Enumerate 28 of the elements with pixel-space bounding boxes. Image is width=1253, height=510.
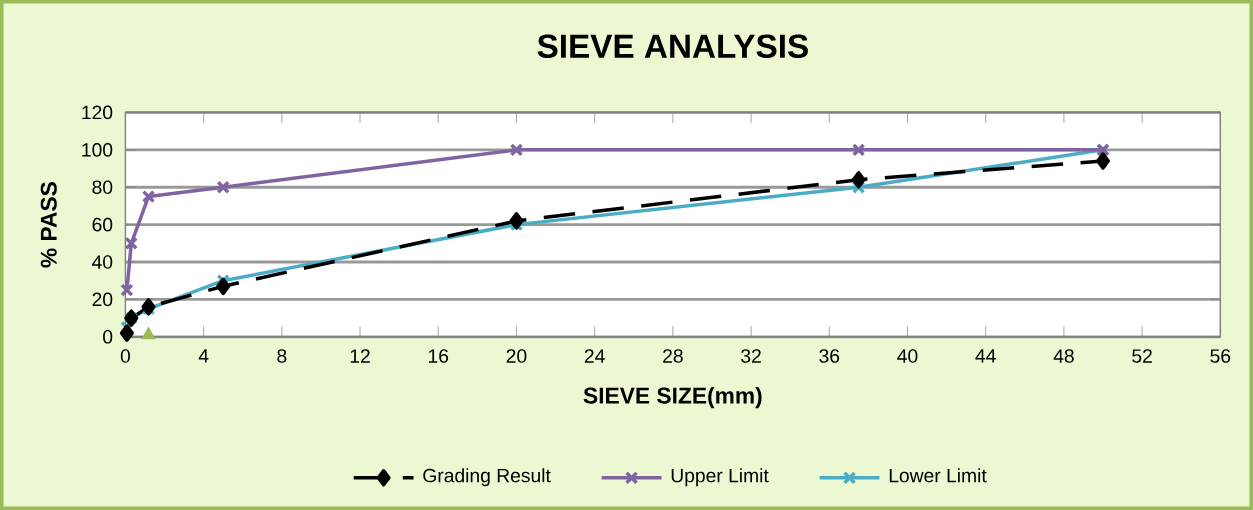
y-tick-label: 20 [92, 292, 113, 307]
x-tick-label: 24 [584, 349, 605, 363]
x-tick-label: 32 [741, 349, 761, 363]
y-tick-label: 40 [92, 255, 113, 269]
x-tick-label: 48 [1053, 349, 1074, 363]
y-tick-label: 60 [92, 217, 113, 232]
y-axis-title: % PASS [40, 182, 57, 268]
y-tick-label: 80 [92, 180, 113, 195]
legend-label: Lower Limit [889, 468, 987, 483]
x-tick-label: 16 [429, 349, 449, 363]
x-tick-label: 44 [975, 349, 996, 363]
legend-label: Grading Result [423, 468, 551, 487]
x-tick-label: 4 [198, 349, 209, 363]
x-tick-label: 28 [663, 349, 683, 363]
legend-label: Upper Limit [671, 468, 769, 487]
x-tick-label: 36 [819, 349, 840, 363]
x-tick-label: 40 [897, 349, 918, 363]
x-tick-label: 0 [120, 349, 131, 363]
x-axis-title: SIEVE SIZE(mm) [583, 386, 762, 409]
y-tick-label: 0 [103, 329, 113, 344]
x-tick-label: 52 [1132, 349, 1152, 363]
x-tick-label: 8 [277, 349, 287, 363]
x-tick-label: 56 [1210, 349, 1231, 363]
y-tick-label: 120 [82, 105, 113, 120]
x-tick-label: 12 [350, 349, 370, 363]
x-tick-label: 20 [506, 349, 527, 363]
y-tick-label: 100 [82, 142, 113, 157]
chart-title: SIEVE ANALYSIS [537, 34, 808, 58]
